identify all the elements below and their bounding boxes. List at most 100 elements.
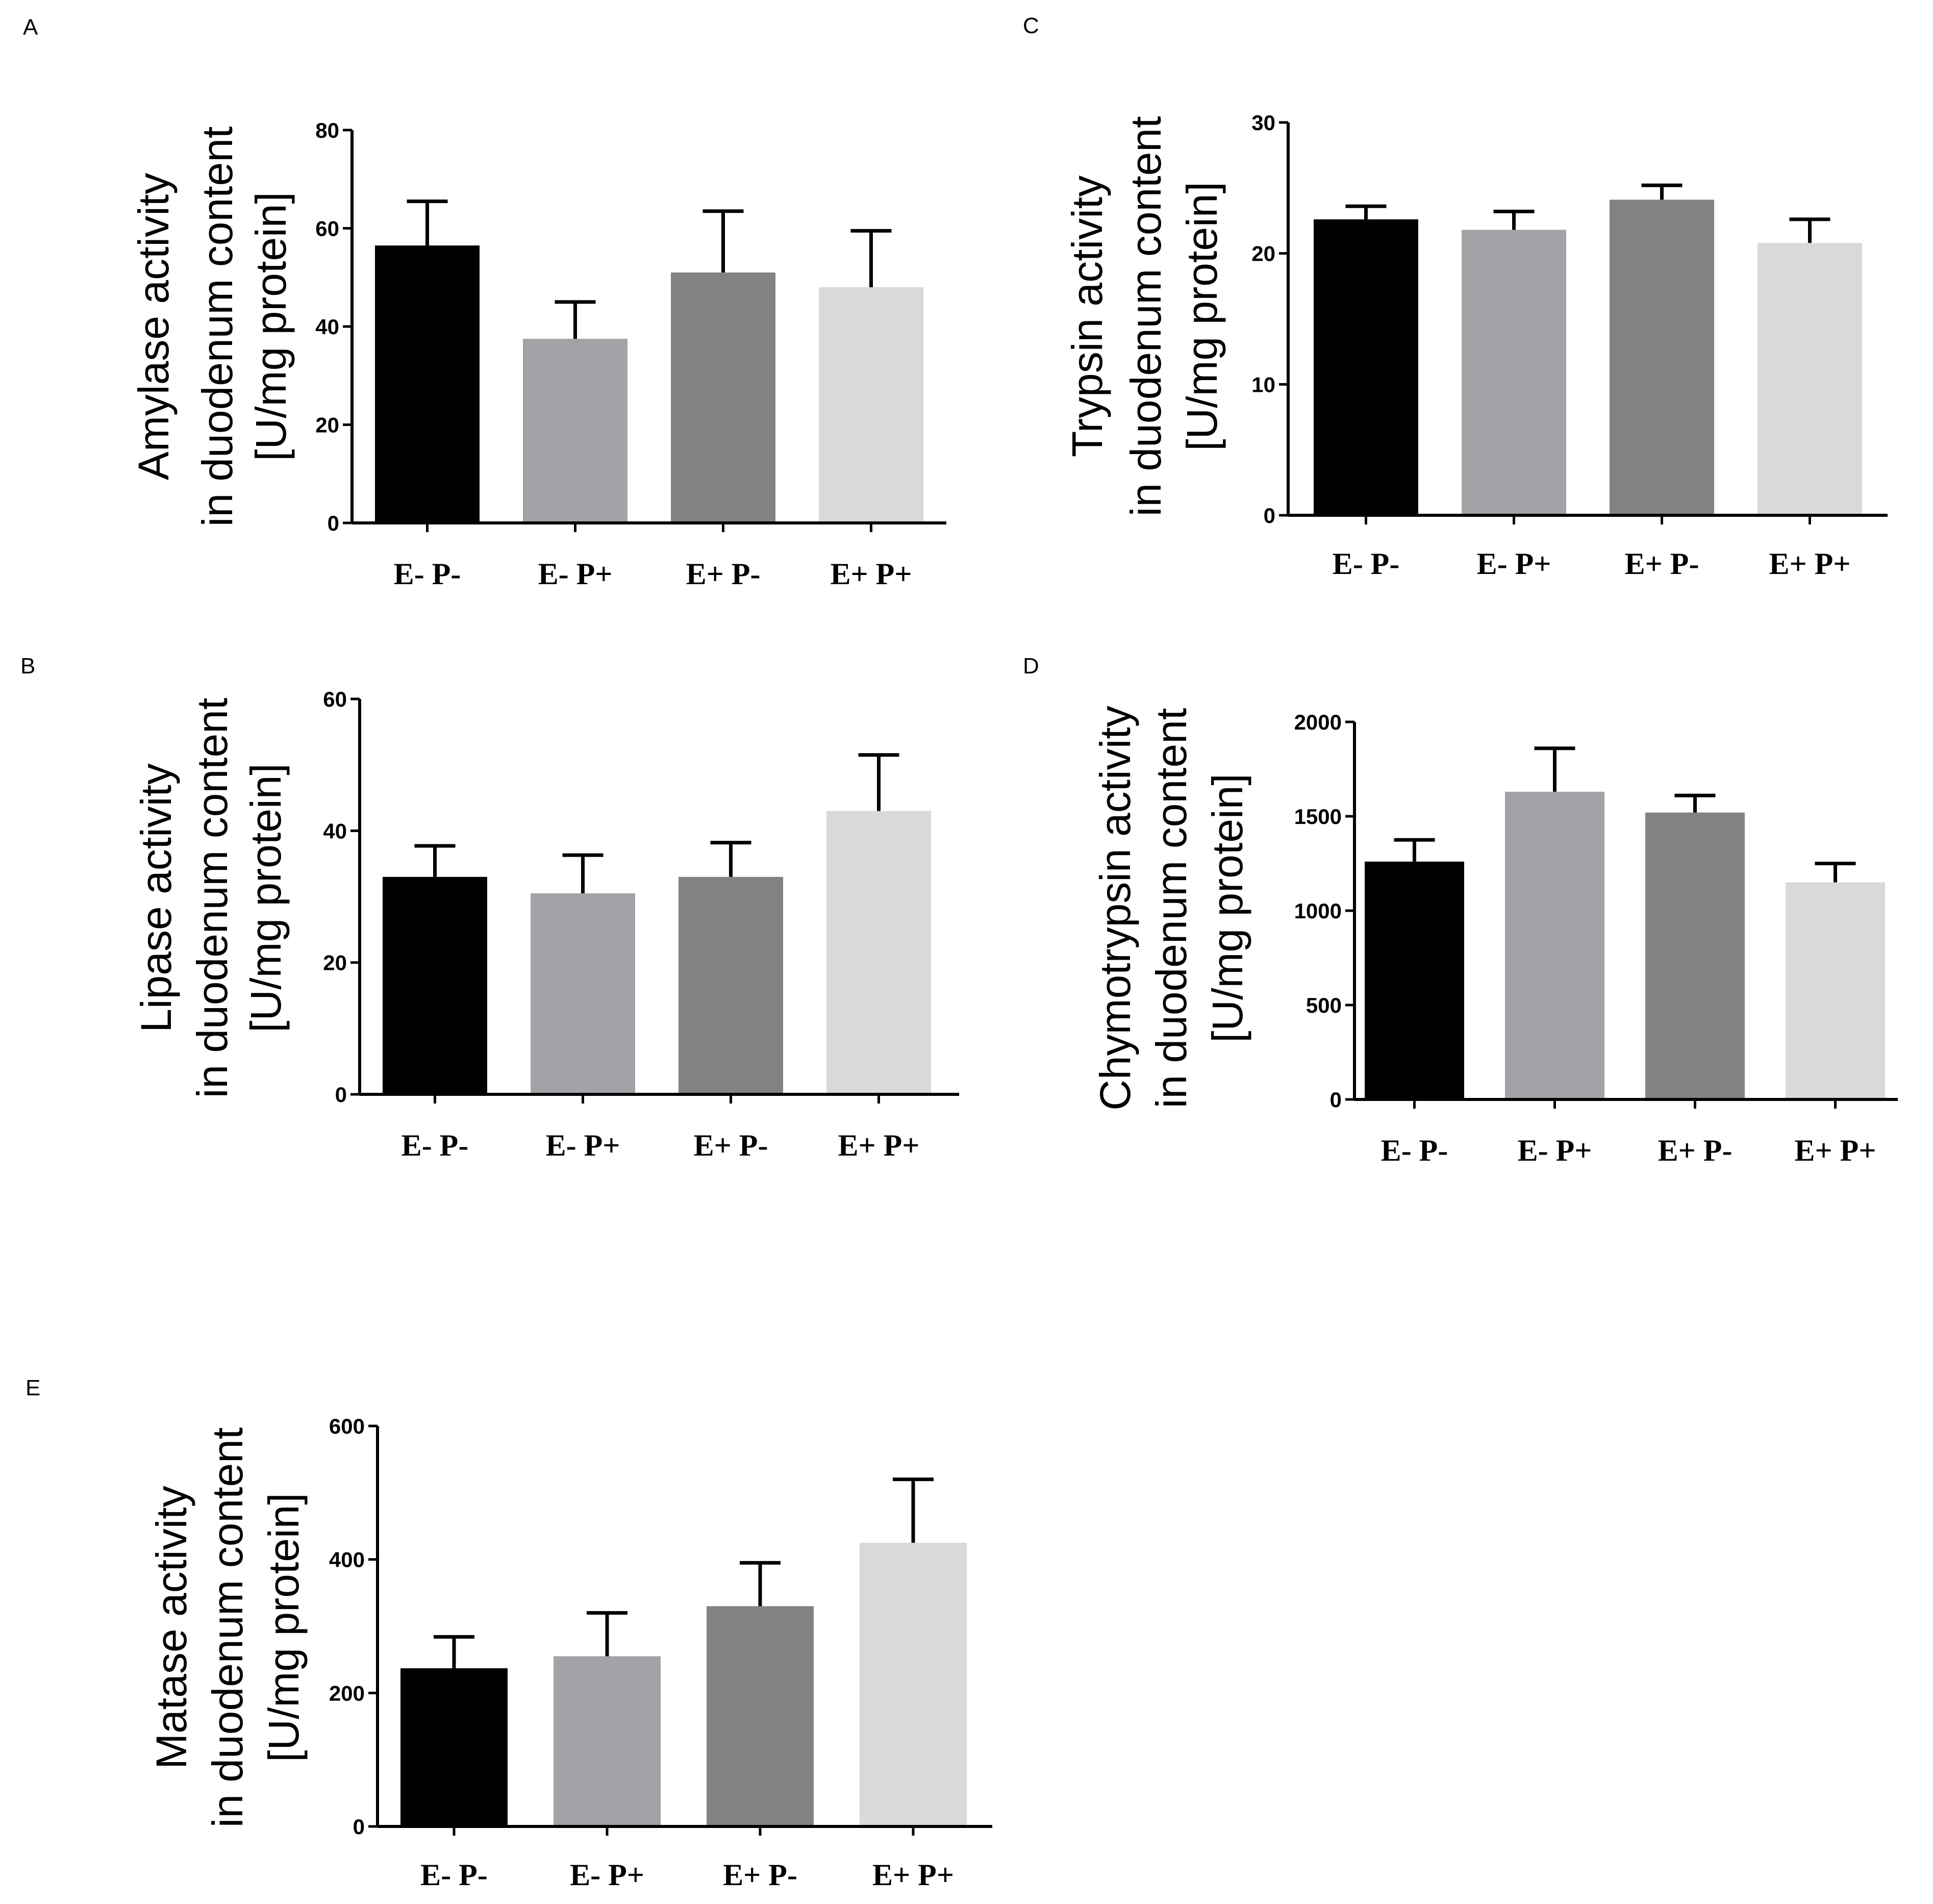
error-bar-b-4 xyxy=(858,753,899,811)
bar-d-4 xyxy=(1786,882,1885,1099)
y-axis-title-line-1: Lipase activity xyxy=(132,763,180,1033)
panel-letter-b: B xyxy=(20,654,35,679)
y-axis-title-line-3: [U/mg protein] xyxy=(247,192,295,461)
bar-b-2 xyxy=(531,893,635,1094)
error-bar-d-3 xyxy=(1674,793,1716,813)
x-tick-label: E- P+ xyxy=(546,1129,620,1162)
y-tick-label: 500 xyxy=(1306,993,1342,1017)
y-axis-title-line-2: in duodenum content xyxy=(1147,708,1195,1109)
x-tick-label: E- P+ xyxy=(1477,547,1551,581)
bar-b-1 xyxy=(383,876,487,1094)
chart-panel-b: B 0 20 40 60 E- P- E- P+ E+ P- E+ P+ Lipase activ… xyxy=(20,654,959,1162)
bar-a-1 xyxy=(375,245,480,523)
x-tick-label: E+ P+ xyxy=(830,557,912,591)
y-axis-title-line-3: [U/mg protein] xyxy=(242,763,290,1033)
y-tick-label: 10 xyxy=(1251,372,1275,396)
y-axis-title-line-2: in duodenum content xyxy=(1122,116,1170,517)
x-tick-label: E+ P+ xyxy=(1769,547,1850,581)
y-tick-label: 0 xyxy=(353,1815,365,1839)
y-tick-label: 400 xyxy=(329,1548,365,1572)
y-tick-label: 60 xyxy=(315,217,339,241)
error-bar-d-1 xyxy=(1394,838,1435,862)
x-tick-label: E+ P- xyxy=(694,1129,768,1162)
error-bar-d-4 xyxy=(1815,862,1856,883)
y-tick-label: 200 xyxy=(329,1681,365,1705)
bar-c-3 xyxy=(1610,199,1714,515)
bar-c-4 xyxy=(1758,243,1862,516)
x-tick-label: E- P- xyxy=(1381,1134,1448,1167)
panel-letter-c: C xyxy=(1023,13,1039,38)
y-tick-label: 40 xyxy=(323,819,347,843)
error-bar-e-2 xyxy=(587,1611,627,1657)
bar-c-2 xyxy=(1462,230,1566,515)
x-tick-label: E- P- xyxy=(1333,547,1400,581)
error-bar-a-2 xyxy=(555,300,596,339)
y-axis-title-line-1: Chymotrypsin activity xyxy=(1091,706,1139,1111)
error-bar-a-1 xyxy=(407,199,448,246)
y-axis-title-line-1: Amylase activity xyxy=(130,173,178,480)
error-bar-d-2 xyxy=(1534,746,1575,792)
y-axis-title-line-3: [U/mg protein] xyxy=(260,1493,308,1762)
y-tick-label: 20 xyxy=(1251,242,1275,266)
error-bar-b-3 xyxy=(710,841,751,877)
error-bar-a-3 xyxy=(702,209,744,273)
x-tick-label: E+ P- xyxy=(686,557,761,591)
y-axis-title-line-3: [U/mg protein] xyxy=(1178,182,1226,451)
chart-panel-c: C 0 10 20 30 E- P- E- P+ E+ P- E+ P+ Trypsin acti… xyxy=(1023,13,1888,581)
chart-panel-d: D 0 500 1000 1500 2000 E- P- E- P+ E+ P- E+ P+ Chy… xyxy=(1023,654,1898,1167)
error-bar-b-1 xyxy=(414,844,456,877)
y-tick-label: 600 xyxy=(329,1414,365,1438)
y-axis-title-line-2: in duodenum content xyxy=(204,1427,252,1828)
bar-e-3 xyxy=(707,1606,814,1826)
y-tick-label: 1000 xyxy=(1294,899,1342,923)
y-tick-label: 0 xyxy=(1264,504,1275,528)
y-tick-label: 1500 xyxy=(1294,805,1342,829)
y-axis-title-line-1: Matase activity xyxy=(147,1486,195,1769)
y-tick-label: 60 xyxy=(323,687,347,711)
bar-d-1 xyxy=(1365,861,1464,1099)
x-tick-label: E+ P+ xyxy=(838,1129,919,1162)
x-tick-label: E- P- xyxy=(420,1858,488,1892)
y-tick-label: 20 xyxy=(315,413,339,437)
error-bar-e-4 xyxy=(893,1477,934,1543)
bar-a-3 xyxy=(671,272,775,523)
bar-b-3 xyxy=(679,876,783,1094)
x-tick-label: E- P- xyxy=(401,1129,469,1162)
y-axis-title-line-2: in duodenum content xyxy=(193,127,241,527)
x-tick-label: E- P+ xyxy=(538,557,613,591)
y-axis-title-line-1: Trypsin activity xyxy=(1063,176,1111,457)
error-bar-a-4 xyxy=(850,229,892,287)
x-tick-label: E+ P+ xyxy=(1794,1134,1876,1167)
bar-e-4 xyxy=(860,1542,967,1826)
bar-a-2 xyxy=(523,339,627,523)
error-bar-e-1 xyxy=(434,1635,474,1668)
bar-d-3 xyxy=(1645,812,1745,1099)
x-tick-label: E- P+ xyxy=(1518,1134,1592,1167)
error-bar-c-2 xyxy=(1493,210,1535,230)
y-tick-label: 80 xyxy=(315,118,339,142)
y-axis-title-line-3: [U/mg protein] xyxy=(1203,773,1251,1043)
y-tick-label: 0 xyxy=(1330,1088,1342,1112)
y-tick-label: 0 xyxy=(335,1083,347,1107)
x-tick-label: E+ P- xyxy=(1625,547,1699,581)
chart-panel-a: A 0 20 40 60 80 E- P- E- P+ E+ P- E+ P+ Amylase ac… xyxy=(23,15,946,591)
error-bar-c-1 xyxy=(1345,204,1387,219)
x-tick-label: E- P+ xyxy=(570,1858,644,1892)
y-tick-label: 2000 xyxy=(1294,710,1342,734)
y-axis-title-line-2: in duodenum content xyxy=(188,698,236,1098)
bar-b-4 xyxy=(826,811,931,1094)
x-tick-label: E+ P- xyxy=(1658,1134,1733,1167)
bar-e-2 xyxy=(554,1656,661,1826)
error-bar-c-3 xyxy=(1641,183,1683,200)
x-tick-label: E+ P- xyxy=(723,1858,797,1892)
y-tick-label: 20 xyxy=(323,951,347,975)
panel-letter-d: D xyxy=(1023,654,1039,679)
y-tick-label: 0 xyxy=(328,511,339,535)
y-tick-label: 40 xyxy=(315,315,339,339)
y-tick-label: 30 xyxy=(1251,111,1275,135)
panel-letter-e: E xyxy=(26,1375,40,1400)
chart-panel-e: E 0 200 400 600 E- P- E- P+ E+ P- E+ P+ Matase ac… xyxy=(26,1375,992,1892)
bar-c-1 xyxy=(1314,219,1418,515)
bar-a-4 xyxy=(819,287,923,523)
